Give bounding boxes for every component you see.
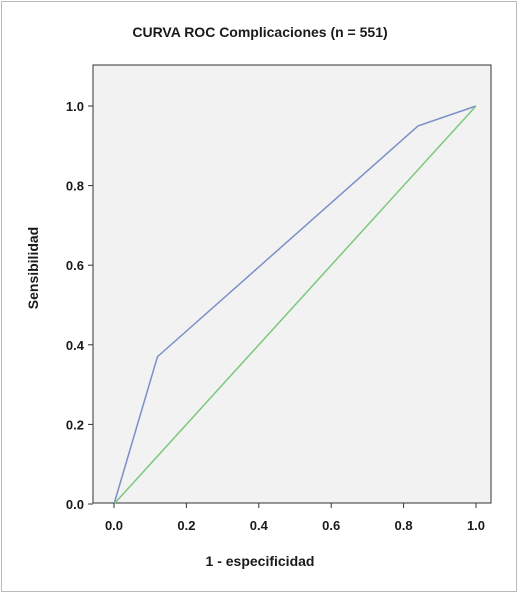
- roc-curve-line: [113, 105, 477, 505]
- x-tick-label: 1.0: [467, 518, 485, 533]
- x-tick-label: 0.2: [177, 518, 195, 533]
- series-group: [113, 105, 477, 505]
- y-tick-label: 0.4: [66, 338, 85, 353]
- x-tick-label: 0.8: [395, 518, 413, 533]
- x-tick-label: 0.6: [322, 518, 340, 533]
- x-tick-label: 0.0: [105, 518, 123, 533]
- y-tick-label: 0.0: [66, 497, 84, 512]
- reference-diagonal-line: [113, 105, 477, 505]
- y-tick-label: 0.8: [66, 179, 84, 194]
- y-axis: 0.0 0.2 0.4 0.6 0.8 1.0: [66, 99, 93, 512]
- y-axis-label: Sensibilidad: [25, 227, 41, 309]
- y-tick-label: 0.2: [66, 417, 84, 432]
- x-tick-label: 0.4: [250, 518, 269, 533]
- y-tick-label: 0.6: [66, 258, 84, 273]
- x-axis-label: 1 - especificidad: [206, 553, 315, 569]
- plot-area: [92, 64, 492, 504]
- y-tick-label: 1.0: [66, 99, 84, 114]
- x-axis: 0.0 0.2 0.4 0.6 0.8 1.0: [105, 503, 485, 533]
- chart-title: CURVA ROC Complicaciones (n = 551): [132, 24, 387, 40]
